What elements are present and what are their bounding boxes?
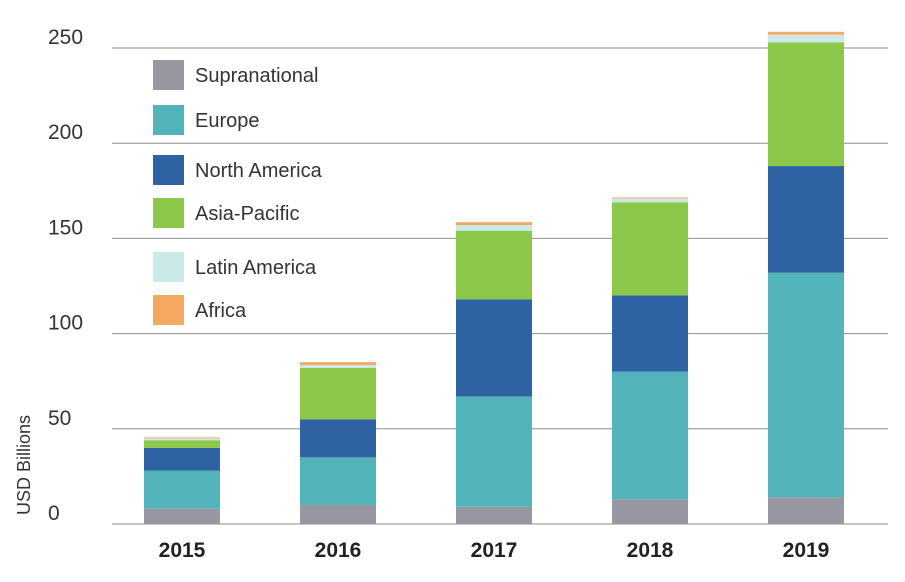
x-tick-label-2017: 2017 [471,539,518,562]
legend-label-north-america: North America [195,160,323,182]
bar-segment-2019-latin-america [768,34,844,43]
y-axis-ticks: 0 50 100 150 200 250 [48,26,83,525]
bar-segment-2018-supranational [612,499,688,524]
bar-segment-2019-supranational [768,497,844,524]
y-tick-label-250: 250 [48,26,83,49]
x-tick-label-2019: 2019 [783,539,830,562]
bar-segment-2017-asia-pacific [456,230,532,300]
bar-segment-2017-north-america [456,299,532,397]
y-tick-label-200: 200 [48,121,83,144]
bar-segment-2018-latin-america [612,198,688,203]
bar-segment-2019-europe [768,272,844,498]
bar-segment-2018-north-america [612,295,688,372]
bar-segment-2019-asia-pacific [768,42,844,167]
bar-segment-2019-north-america [768,166,844,273]
bar-segment-2015-north-america [144,447,220,471]
x-tick-label-2018: 2018 [627,539,674,562]
legend-swatch-north-america [153,155,184,185]
bar-segment-2017-europe [456,396,532,507]
legend-swatch-africa [153,295,184,325]
y-tick-label-100: 100 [48,312,83,335]
bar-segment-2018-asia-pacific [612,202,688,296]
bar-segment-2018-europe [612,371,688,500]
bar-segment-2016-africa [300,362,376,366]
y-axis-label: USD Billions [14,415,34,515]
legend-label-europe: Europe [195,110,260,132]
bar-segment-2015-supranational [144,508,220,524]
bars [144,31,844,524]
legend-label-africa: Africa [195,300,247,322]
bar-segment-2016-supranational [300,504,376,524]
bar-segment-2018-africa [612,197,688,199]
bar-segment-2017-supranational [456,506,532,524]
legend-label-latin-america: Latin America [195,257,317,279]
x-tick-label-2015: 2015 [159,539,206,562]
legend-swatch-latin-america [153,252,184,282]
y-tick-label-150: 150 [48,216,83,239]
bar-segment-2015-asia-pacific [144,440,220,448]
bar-segment-2017-africa [456,222,532,226]
bar-segment-2016-north-america [300,419,376,458]
legend-label-supranational: Supranational [195,65,318,87]
bar-segment-2015-latin-america [144,438,220,441]
bar-segment-2017-latin-america [456,225,532,231]
legend-swatch-asia-pacific [153,198,184,228]
bar-segment-2015-africa [144,437,220,439]
bar-segment-2019-africa [768,31,844,35]
legend-label-asia-pacific: Asia-Pacific [195,203,299,225]
bar-segment-2015-europe [144,470,220,509]
bar-segment-2016-asia-pacific [300,367,376,420]
legend-swatch-supranational [153,60,184,90]
legend-swatch-europe [153,105,184,135]
legend: Supranational Europe North America Asia-Pac… [153,60,323,325]
y-tick-label-0: 0 [48,502,60,525]
x-tick-label-2016: 2016 [315,539,362,562]
bar-segment-2016-latin-america [300,365,376,368]
y-tick-label-50: 50 [48,407,71,430]
bar-segment-2016-europe [300,457,376,505]
x-axis-ticks: 2015 2016 2017 2018 2019 [159,539,830,562]
